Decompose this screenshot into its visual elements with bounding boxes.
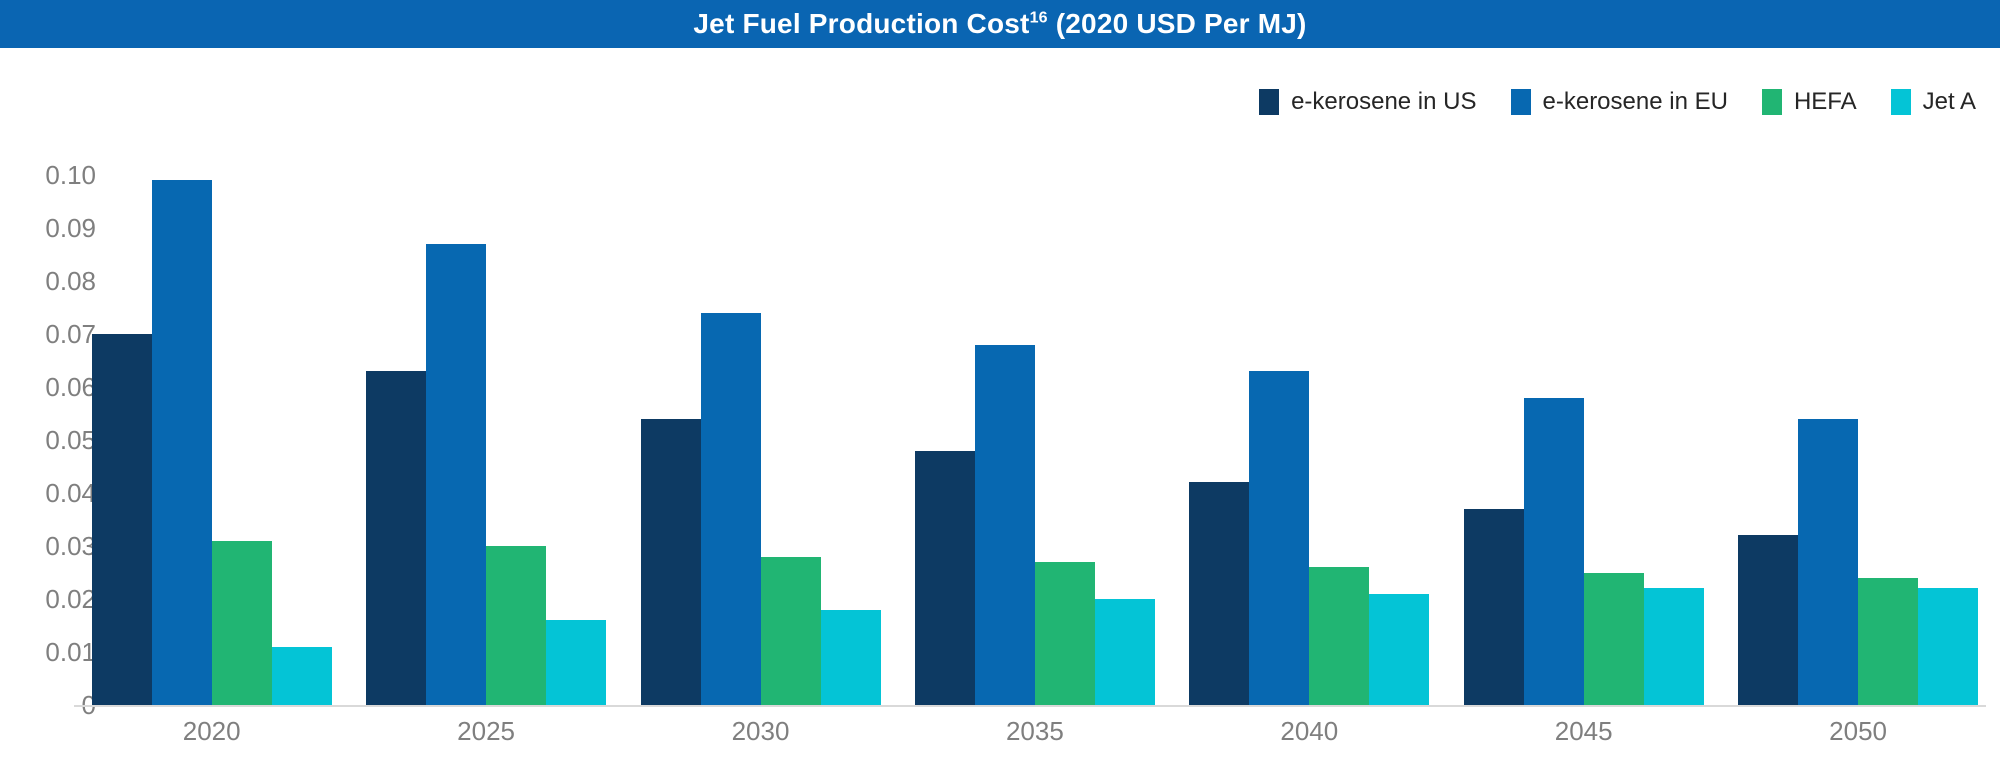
- bar-e-kerosene-in-eu-2025: [426, 243, 487, 705]
- bar-e-kerosene-in-us-2020: [91, 334, 152, 705]
- chart-title-footnote-marker: 16: [1029, 9, 1048, 27]
- bar-e-kerosene-in-us-2025: [366, 371, 427, 705]
- legend-swatch-hefa: [1761, 89, 1782, 115]
- legend-item-ekerosene-us: e-kerosene in US: [1259, 88, 1477, 116]
- y-axis-tick-label: 0.08: [45, 266, 96, 296]
- y-axis-tick-label: 0.07: [45, 319, 96, 349]
- title-bar: Jet Fuel Production Cost16 (2020 USD Per…: [0, 0, 2000, 48]
- bar-hefa-2040: [1309, 567, 1370, 705]
- chart-title-suffix: (2020 USD Per MJ): [1047, 8, 1307, 39]
- bar-jet-a-2020: [271, 646, 332, 705]
- bar-hefa-2045: [1583, 572, 1644, 705]
- x-axis-line: [74, 705, 1986, 707]
- chart-title: Jet Fuel Production Cost16 (2020 USD Per…: [693, 8, 1306, 40]
- legend-label: Jet A: [1922, 88, 1976, 115]
- bar-e-kerosene-in-us-2040: [1189, 482, 1250, 705]
- y-axis-tick-label: 0.03: [45, 531, 96, 561]
- x-axis-label-2025: 2025: [457, 716, 516, 746]
- legend-swatch-jeta: [1890, 89, 1911, 115]
- bar-jet-a-2025: [546, 620, 607, 705]
- legend-item-ekerosene-eu: e-kerosene in EU: [1510, 88, 1728, 116]
- x-axis-label-2040: 2040: [1280, 716, 1339, 746]
- y-axis-tick-label: 0.04: [45, 478, 96, 508]
- legend-swatch-ekerosene-eu: [1510, 89, 1531, 115]
- bar-e-kerosene-in-us-2035: [914, 450, 975, 705]
- y-axis-tick-label: 0.05: [45, 425, 96, 455]
- bar-jet-a-2035: [1094, 599, 1155, 705]
- x-axis-label-2050: 2050: [1829, 716, 1888, 746]
- legend-label: e-kerosene in EU: [1542, 88, 1728, 115]
- bar-jet-a-2050: [1918, 588, 1979, 705]
- bar-e-kerosene-in-eu-2030: [700, 312, 761, 705]
- bar-jet-a-2040: [1369, 593, 1430, 705]
- bar-e-kerosene-in-us-2045: [1463, 508, 1524, 705]
- legend-item-jeta: Jet A: [1890, 88, 1976, 116]
- bar-e-kerosene-in-us-2030: [640, 418, 701, 705]
- bar-e-kerosene-in-us-2050: [1738, 535, 1799, 705]
- bar-hefa-2035: [1034, 561, 1095, 705]
- bar-e-kerosene-in-eu-2050: [1798, 418, 1859, 705]
- bar-e-kerosene-in-eu-2045: [1523, 397, 1584, 705]
- y-axis-tick-label: 0.10: [45, 160, 96, 190]
- legend-label: HEFA: [1793, 88, 1857, 115]
- y-axis-tick-label: 0.01: [45, 637, 96, 667]
- bar-jet-a-2045: [1643, 588, 1704, 705]
- legend-label: e-kerosene in US: [1291, 88, 1477, 115]
- y-axis-tick-label: 0.02: [45, 584, 96, 614]
- bar-e-kerosene-in-eu-2040: [1249, 371, 1310, 705]
- bar-e-kerosene-in-eu-2020: [151, 180, 212, 705]
- x-axis-label-2030: 2030: [731, 716, 790, 746]
- bar-jet-a-2030: [820, 609, 881, 705]
- bar-hefa-2020: [211, 540, 272, 705]
- x-axis-label-2035: 2035: [1005, 716, 1064, 746]
- bar-hefa-2030: [760, 556, 821, 705]
- legend-swatch-ekerosene-us: [1259, 89, 1280, 115]
- y-axis-tick-label: 0.06: [45, 372, 96, 402]
- x-axis-label-2045: 2045: [1554, 716, 1613, 746]
- bar-hefa-2025: [486, 546, 547, 705]
- x-axis-label-2020: 2020: [182, 716, 241, 746]
- y-axis-tick-label: 0.09: [45, 213, 96, 243]
- legend: e-kerosene in US e-kerosene in EU HEFA J…: [1259, 88, 1976, 116]
- chart-title-main: Jet Fuel Production Cost: [693, 8, 1030, 39]
- bar-hefa-2050: [1858, 577, 1919, 705]
- legend-item-hefa: HEFA: [1761, 88, 1857, 116]
- bar-e-kerosene-in-eu-2035: [974, 344, 1035, 705]
